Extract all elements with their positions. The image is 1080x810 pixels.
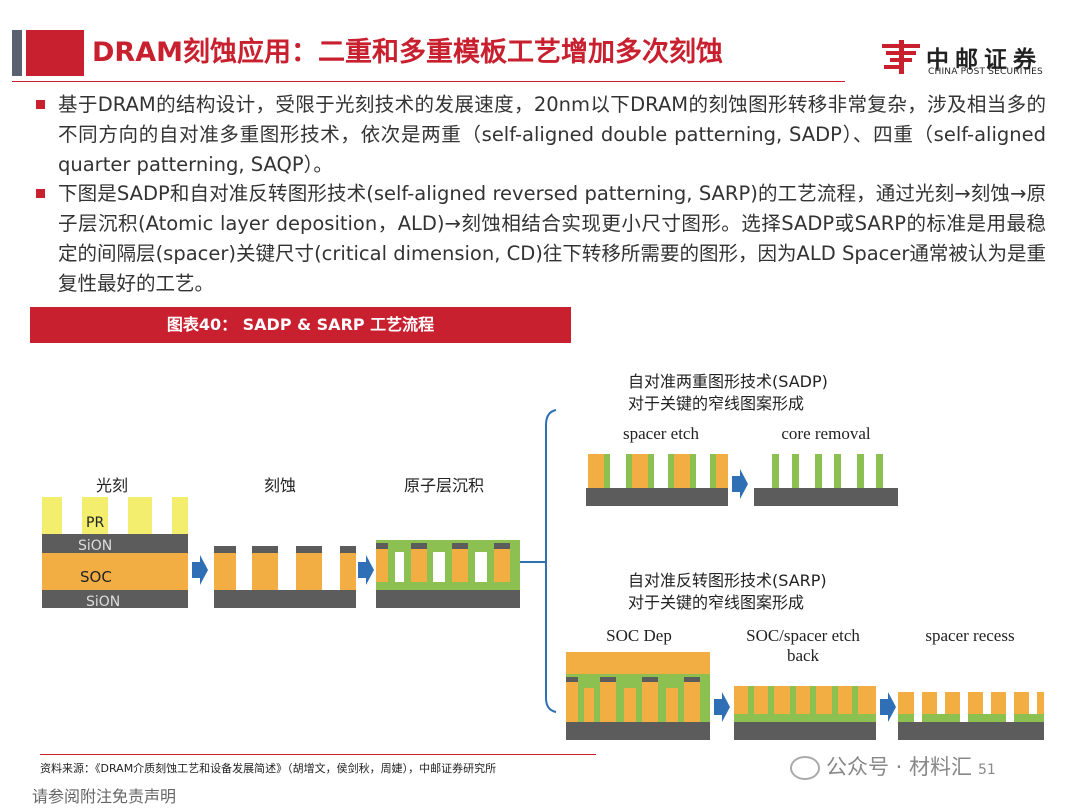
layer-label-soc: SOC xyxy=(80,568,112,586)
sarp-step-soc-dep: SOC Dep xyxy=(606,626,672,645)
bullet-marker xyxy=(36,189,45,198)
stage-sarp-soc-dep xyxy=(566,652,710,740)
page-title: DRAM刻蚀应用：二重和多重模板工艺增加多次刻蚀 xyxy=(92,37,723,68)
title-accent-red xyxy=(26,30,84,76)
step-label-etch: 刻蚀 xyxy=(264,476,297,495)
source-divider xyxy=(40,754,596,755)
flow-arrow-sadp xyxy=(732,469,748,499)
sarp-step-spacer-recess: spacer recess xyxy=(925,626,1015,645)
disclaimer-text: 请参阅附注免责声明 xyxy=(32,787,177,806)
sadp-label-line2: 对于关键的窄线图案形成 xyxy=(628,394,805,413)
sadp-step-core-removal: core removal xyxy=(781,424,871,443)
page-number: 51 xyxy=(978,762,996,778)
logo-text-cn: 中邮证券 xyxy=(926,47,1042,73)
figure-title-bar xyxy=(30,307,571,343)
figure-title: 图表40： SADP & SARP 工艺流程 xyxy=(166,315,435,334)
source-note: 资料来源：《DRAM介质刻蚀工艺和设备发展简述》（胡增文，侯剑秋，周婕），中邮证… xyxy=(40,762,497,775)
branch-bracket xyxy=(520,409,557,713)
sarp-label-line1: 自对准反转图形技术(SARP) xyxy=(628,571,827,590)
sarp-step-etch-back: SOC/spacer etch back xyxy=(746,626,860,665)
flow-arrow-sarp-1 xyxy=(714,692,730,722)
stage-sadp-spacer-etch xyxy=(586,454,728,506)
sadp-label-line1: 自对准两重图形技术(SADP) xyxy=(628,372,828,391)
bullet-marker xyxy=(36,100,45,109)
china-post-logo-icon xyxy=(882,40,920,74)
title-divider xyxy=(12,81,845,82)
stage-sadp-core-removal xyxy=(754,454,898,506)
logo-text-en: CHINA POST SECURITIES xyxy=(928,67,1043,77)
sadp-step-spacer-etch: spacer etch xyxy=(623,424,699,443)
stage-lithography xyxy=(42,497,188,608)
watermark-text: 公众号 · 材料汇 xyxy=(826,755,973,779)
flow-arrow-sarp-2 xyxy=(880,692,896,722)
step-label-lithography: 光刻 xyxy=(96,476,129,495)
flow-arrow-1 xyxy=(192,555,208,585)
layer-label-sion-bottom: SiON xyxy=(86,594,120,610)
wechat-icon xyxy=(790,756,820,780)
title-accent-dark xyxy=(12,30,22,76)
flow-arrow-2 xyxy=(358,555,374,585)
stage-etch xyxy=(214,546,356,608)
layer-label-sion-top: SiON xyxy=(78,538,112,554)
bullet-paragraph-2: 下图是SADP和自对准反转图形技术(self-aligned reversed … xyxy=(58,182,1046,295)
stage-ald xyxy=(376,540,520,608)
wechat-watermark: 公众号 · 材料汇 xyxy=(790,751,972,781)
stage-sarp-spacer-recess xyxy=(898,692,1044,740)
layer-label-pr: PR xyxy=(86,515,104,531)
stage-sarp-etch-back xyxy=(734,686,876,740)
bullet-paragraph-1: 基于DRAM的结构设计，受限于光刻技术的发展速度，20nm以下DRAM的刻蚀图形… xyxy=(58,93,1046,176)
sarp-label-line2: 对于关键的窄线图案形成 xyxy=(628,593,805,612)
step-label-ald: 原子层沉积 xyxy=(404,476,485,495)
